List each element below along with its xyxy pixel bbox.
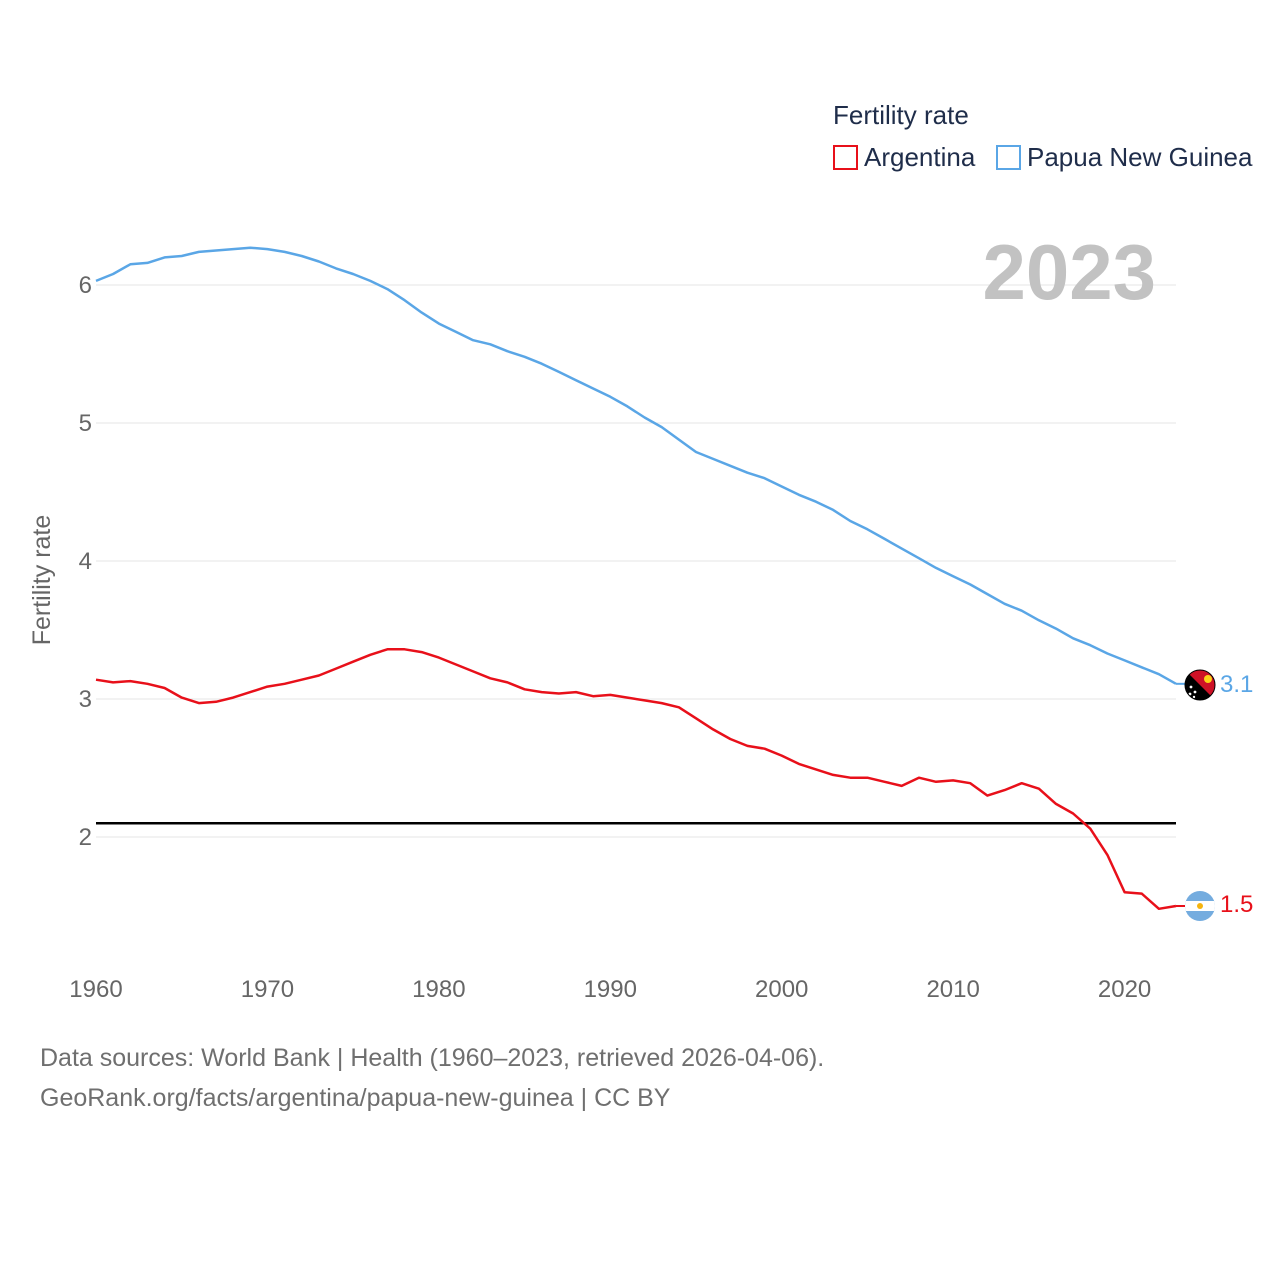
y-tick-label-5: 5 — [79, 410, 92, 437]
year-label: 2023 — [982, 228, 1156, 316]
x-tick-label-2000: 2000 — [755, 976, 808, 1003]
legend-label-argentina: Argentina — [864, 142, 976, 172]
y-tick-label-4: 4 — [79, 548, 92, 575]
y-tick-label-6: 6 — [79, 272, 92, 299]
x-tick-label-1980: 1980 — [412, 976, 465, 1003]
end-label-argentina: 1.5 — [1220, 891, 1253, 918]
x-tick-label-1990: 1990 — [584, 976, 637, 1003]
legend-swatch-argentina — [833, 145, 858, 170]
y-tick-label-2: 2 — [79, 824, 92, 851]
grid-lines — [96, 284, 1176, 838]
y-axis-title: Fertility rate — [28, 515, 56, 646]
series-lines — [95, 246, 1185, 911]
papua-new-guinea-flag-icon — [1185, 670, 1215, 700]
source-line: Data sources: World Bank | Health (1960–… — [40, 1044, 825, 1072]
legend-title: Fertility rate — [833, 100, 969, 130]
legend-swatch-papua-new-guinea — [996, 145, 1021, 170]
series-line-papua-new-guinea[interactable] — [95, 246, 1177, 685]
y-axis-ticks: 2 3 4 5 6 — [79, 272, 92, 851]
end-label-papua-new-guinea: 3.1 — [1220, 671, 1253, 698]
legend-label-papua-new-guinea: Papua New Guinea — [1027, 142, 1253, 172]
legend: Fertility rate Argentina Papua New Guine… — [833, 100, 1253, 172]
legend-item-argentina[interactable]: Argentina — [833, 142, 976, 172]
legend-item-papua-new-guinea[interactable]: Papua New Guinea — [996, 142, 1253, 172]
y-tick-label-3: 3 — [79, 686, 92, 713]
x-tick-label-1960: 1960 — [69, 976, 122, 1003]
x-tick-label-2010: 2010 — [926, 976, 979, 1003]
x-axis-ticks: 1960 1970 1980 1990 2000 2010 2020 — [69, 976, 1151, 1003]
series-line-argentina[interactable] — [95, 648, 1177, 911]
source-url: GeoRank.org/facts/argentina/papua-new-gu… — [40, 1084, 671, 1112]
x-tick-label-1970: 1970 — [241, 976, 294, 1003]
x-tick-label-2020: 2020 — [1098, 976, 1151, 1003]
argentina-flag-icon — [1185, 891, 1215, 921]
